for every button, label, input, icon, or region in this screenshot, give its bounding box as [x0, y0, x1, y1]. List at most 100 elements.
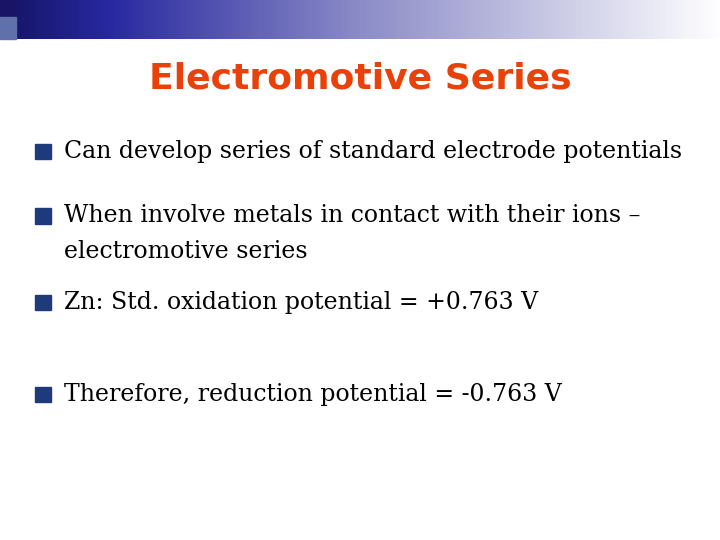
- Bar: [531, 0, 533, 39]
- Bar: [182, 0, 185, 39]
- Bar: [346, 0, 348, 39]
- Bar: [74, 0, 77, 39]
- Bar: [319, 0, 322, 39]
- Bar: [562, 0, 564, 39]
- Bar: [276, 0, 279, 39]
- Bar: [408, 0, 410, 39]
- Bar: [178, 0, 180, 39]
- Bar: [238, 0, 240, 39]
- Bar: [271, 0, 274, 39]
- Bar: [398, 0, 401, 39]
- Text: Electromotive Series: Electromotive Series: [149, 62, 571, 95]
- Bar: [706, 0, 708, 39]
- Bar: [228, 0, 230, 39]
- Bar: [77, 0, 79, 39]
- Bar: [223, 0, 225, 39]
- Bar: [307, 0, 310, 39]
- Bar: [662, 0, 665, 39]
- Bar: [254, 0, 257, 39]
- Bar: [600, 0, 603, 39]
- Bar: [528, 0, 531, 39]
- Bar: [362, 0, 365, 39]
- Bar: [149, 0, 151, 39]
- Bar: [343, 0, 346, 39]
- Bar: [113, 0, 115, 39]
- Bar: [610, 0, 612, 39]
- Bar: [679, 0, 682, 39]
- Bar: [245, 0, 247, 39]
- Bar: [396, 0, 398, 39]
- Bar: [547, 0, 549, 39]
- Bar: [197, 0, 199, 39]
- Bar: [333, 0, 336, 39]
- Text: Zn: Std. oxidation potential = +0.763 V: Zn: Std. oxidation potential = +0.763 V: [64, 291, 539, 314]
- Bar: [365, 0, 367, 39]
- Bar: [60, 0, 63, 39]
- Bar: [297, 0, 300, 39]
- Bar: [482, 0, 485, 39]
- Bar: [689, 0, 691, 39]
- Bar: [214, 0, 216, 39]
- Bar: [120, 0, 122, 39]
- Bar: [247, 0, 250, 39]
- Bar: [502, 0, 504, 39]
- Bar: [473, 0, 475, 39]
- Bar: [257, 0, 259, 39]
- Bar: [675, 0, 677, 39]
- Bar: [34, 0, 36, 39]
- Bar: [348, 0, 351, 39]
- Bar: [403, 0, 405, 39]
- Bar: [665, 0, 667, 39]
- Bar: [509, 0, 511, 39]
- Bar: [360, 0, 362, 39]
- Bar: [225, 0, 228, 39]
- Bar: [585, 0, 588, 39]
- Bar: [612, 0, 614, 39]
- Bar: [55, 0, 58, 39]
- Bar: [132, 0, 135, 39]
- Bar: [387, 0, 389, 39]
- Bar: [554, 0, 557, 39]
- Bar: [58, 0, 60, 39]
- Bar: [70, 0, 72, 39]
- Bar: [499, 0, 502, 39]
- Bar: [115, 0, 117, 39]
- Bar: [173, 0, 175, 39]
- Bar: [617, 0, 619, 39]
- Bar: [523, 0, 526, 39]
- Bar: [516, 0, 518, 39]
- Bar: [653, 0, 655, 39]
- Bar: [456, 0, 459, 39]
- Bar: [430, 0, 432, 39]
- Bar: [518, 0, 521, 39]
- Bar: [405, 0, 408, 39]
- Bar: [492, 0, 495, 39]
- Bar: [305, 0, 307, 39]
- Bar: [542, 0, 545, 39]
- Bar: [204, 0, 207, 39]
- Bar: [603, 0, 605, 39]
- Bar: [590, 0, 593, 39]
- Bar: [127, 0, 130, 39]
- Bar: [17, 0, 19, 39]
- Bar: [574, 0, 576, 39]
- Bar: [401, 0, 403, 39]
- Bar: [684, 0, 686, 39]
- Bar: [89, 0, 91, 39]
- Bar: [607, 0, 610, 39]
- Bar: [655, 0, 657, 39]
- Bar: [466, 0, 468, 39]
- Bar: [418, 0, 420, 39]
- Bar: [0, 0, 2, 39]
- Bar: [103, 0, 106, 39]
- Bar: [657, 0, 660, 39]
- Bar: [2, 0, 5, 39]
- Bar: [336, 0, 338, 39]
- Bar: [295, 0, 297, 39]
- Bar: [286, 0, 288, 39]
- Bar: [463, 0, 466, 39]
- Bar: [146, 0, 149, 39]
- Text: Can develop series of standard electrode potentials: Can develop series of standard electrode…: [64, 140, 683, 163]
- Bar: [250, 0, 252, 39]
- Bar: [36, 0, 38, 39]
